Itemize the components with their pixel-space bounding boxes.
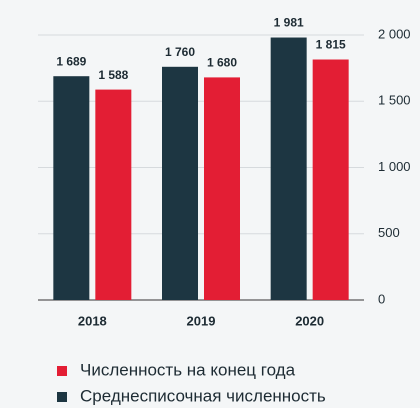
- y-tick-label: 1 500: [378, 93, 411, 108]
- legend-swatch: [57, 366, 67, 376]
- bar: [204, 77, 240, 301]
- bar: [53, 76, 90, 301]
- bar: [270, 37, 307, 301]
- bar: [312, 59, 349, 301]
- x-tick-label: 2019: [187, 313, 216, 328]
- x-tick-label: 2018: [78, 313, 107, 328]
- value-label: 1 689: [56, 54, 86, 68]
- value-label: 1 815: [316, 38, 346, 52]
- legend-swatch: [57, 392, 67, 402]
- x-tick-label: 2020: [295, 313, 324, 328]
- y-tick-label: 500: [378, 225, 400, 240]
- legend-label: Среднесписочная численность: [80, 386, 326, 405]
- value-label: 1 981: [274, 16, 304, 30]
- bar: [162, 66, 198, 300]
- y-tick-label: 1 000: [378, 159, 411, 174]
- y-tick-label: 0: [378, 291, 385, 306]
- legend-label: Численность на конец года: [80, 360, 296, 379]
- value-label: 1 588: [98, 68, 128, 82]
- bar: [95, 89, 132, 300]
- value-label: 1 760: [165, 45, 195, 59]
- value-label: 1 680: [207, 56, 237, 70]
- y-tick-label: 2 000: [378, 26, 411, 41]
